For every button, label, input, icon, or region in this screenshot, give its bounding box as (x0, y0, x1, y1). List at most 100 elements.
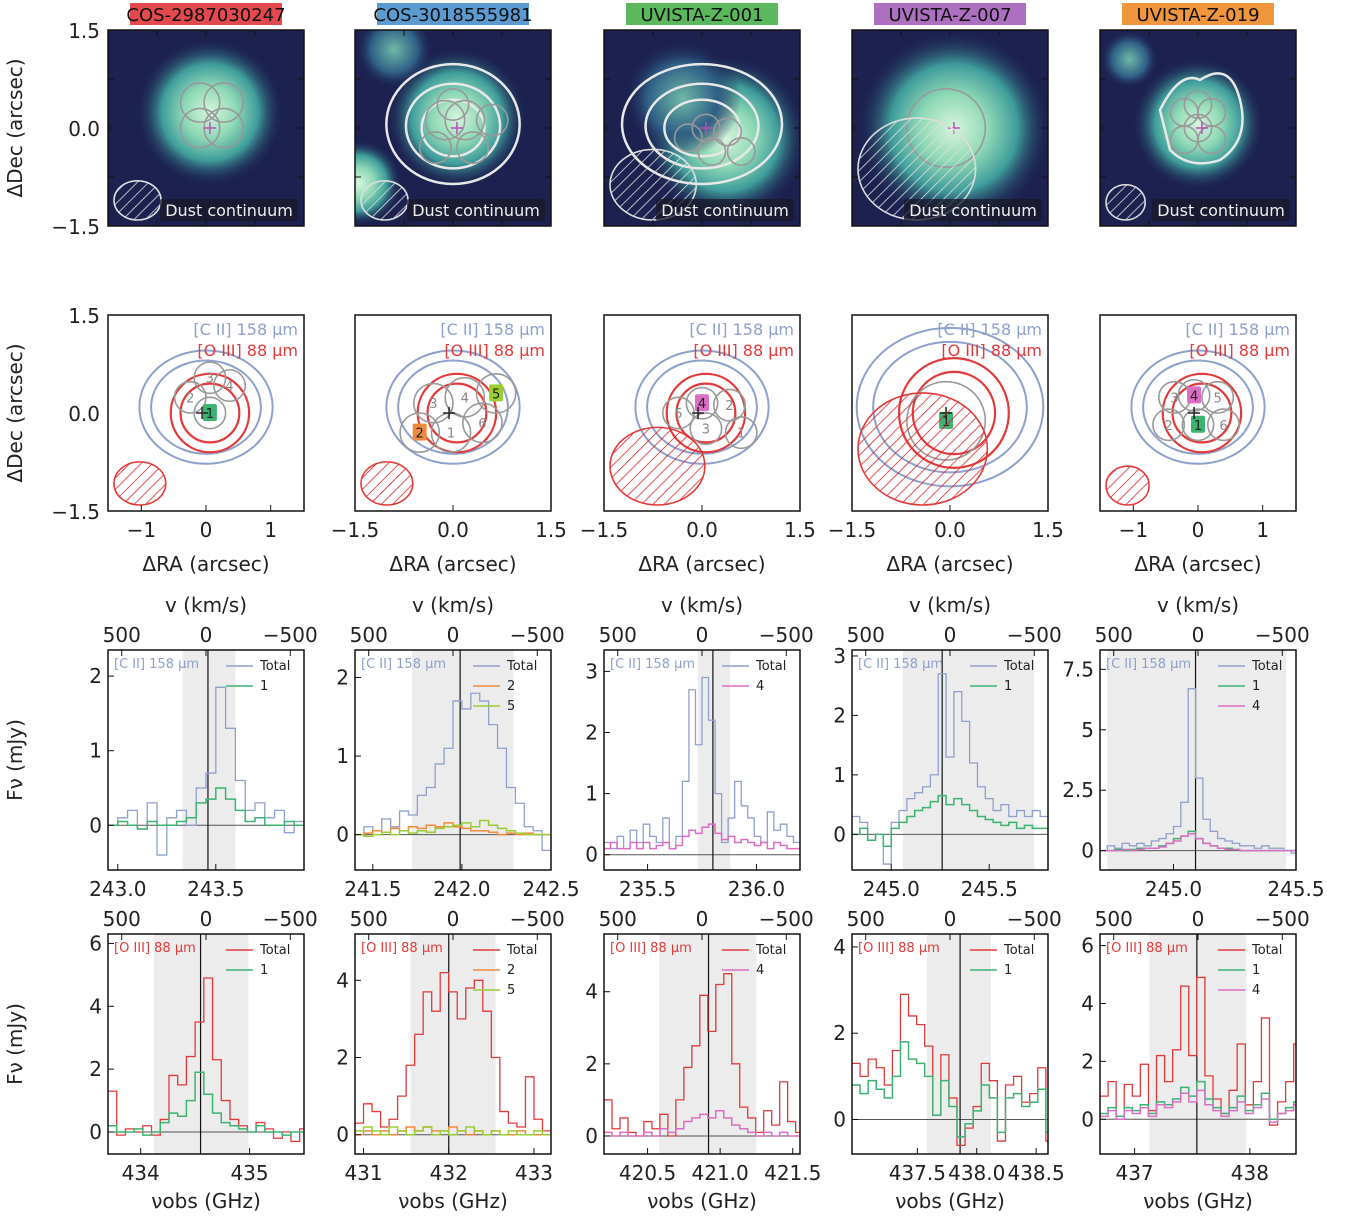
label-background (160, 199, 298, 221)
y-tick-label: 2 (89, 664, 102, 688)
velocity-axis-label: v (km/s) (412, 593, 494, 617)
oiii-spectrum-panel: [O III] 88 μm Total 1 437.5 438.0 438.5 0 2 4500… (833, 907, 1064, 1185)
component-aperture (213, 369, 246, 403)
line-window-shade (182, 650, 236, 870)
aperture-circle (179, 82, 221, 123)
component-label: 3 (429, 397, 437, 412)
dust-contour (1158, 72, 1244, 165)
line-window-shade (1149, 934, 1247, 1154)
legend-entry: 4 (756, 679, 764, 694)
velocity-tick-label: 500 (350, 907, 388, 931)
dust-panel: Dust continuum (603, 29, 801, 227)
label-background (407, 199, 545, 221)
y-tick-label: 2.5 (1062, 778, 1094, 802)
y-tick-label: 4 (336, 968, 349, 992)
title-background (874, 3, 1026, 25)
y-tick-label: 0 (833, 822, 846, 846)
oiii-spectrum-panel: [O III] 88 μm Total 2 5 431 432 433 0 2 4 500 0 −500 (336, 907, 564, 1185)
y-tick-label: 6 (89, 931, 102, 955)
y-axis-label-dust: ΔDec (arcsec) (3, 58, 27, 197)
beam-ellipse (113, 179, 162, 221)
component-label: 5 (674, 407, 682, 422)
aperture-circle (456, 131, 490, 165)
dust-label-box: Dust continuum (904, 199, 1042, 221)
dust-panel: Dust continuum (354, 29, 552, 227)
column-title: UVISTA-Z-007 (888, 5, 1011, 26)
cii-line-label: [C II] 158 μm (1185, 320, 1290, 339)
spectrum-plot (1100, 934, 1296, 1154)
component-label: 2 (725, 399, 733, 414)
y-tick-label: −1.5 (51, 215, 100, 239)
dust-continuum-row: Dust continuum Dust continuum Dust continu… (51, 19, 1297, 239)
x-tick-label: 435 (230, 1161, 268, 1185)
component-label: 1 (737, 427, 745, 442)
x-tick-label: 245.5 (1267, 877, 1324, 901)
x-tick-label: 0 (1192, 518, 1205, 542)
beam-ellipse (360, 461, 414, 506)
cii-contour (397, 359, 509, 455)
beam-ellipse (1105, 183, 1147, 221)
spectrum-plot (355, 934, 551, 1154)
velocity-tick-label: 500 (847, 623, 885, 647)
dust-label-box: Dust continuum (656, 199, 794, 221)
velocity-tick-label: −500 (1255, 907, 1310, 931)
y-tick-label: 0.0 (68, 402, 100, 426)
component-highlight (1191, 415, 1205, 433)
x-tick-label: 0.0 (686, 518, 718, 542)
x-tick-label: 245.0 (863, 877, 920, 901)
x-axis-label: ΔRA (arcsec) (1134, 552, 1261, 576)
cii-contour (385, 349, 521, 465)
component-label: 1 (206, 407, 214, 422)
x-axis-label: ΔRA (arcsec) (886, 552, 1013, 576)
cii-contour (1130, 349, 1266, 465)
x-tick-label: 1 (264, 518, 277, 542)
dust-image (113, 37, 285, 221)
marker-cross (699, 122, 712, 134)
spectrum-line-label: [O III] 88 μm (114, 941, 196, 956)
component-label: 5 (1213, 391, 1221, 406)
legend-entry: 4 (756, 963, 764, 978)
cii-spectrum-panel: [C II] 158 μm Total 1 4 245.0 245.5 0 2.5 5 7.550… (1062, 623, 1324, 901)
marker-cross (1188, 407, 1201, 419)
x-tick-label: 236.0 (728, 877, 785, 901)
x-tick-label: 242.0 (433, 877, 490, 901)
dust-label-box: Dust continuum (1152, 199, 1290, 221)
aperture-circle (444, 99, 486, 141)
aperture-circle (475, 103, 509, 137)
x-tick-label: −1.5 (828, 518, 877, 542)
component-highlight (695, 394, 709, 412)
legend-entry: Total (1251, 943, 1282, 958)
y-tick-label: 1 (89, 739, 102, 763)
x-tick-label: 1.5 (784, 518, 816, 542)
velocity-tick-label: 500 (1095, 907, 1133, 931)
spectrum-series-component-4 (604, 823, 800, 850)
column-title: COS-3018555981 (373, 5, 532, 26)
y-tick-label: −1.5 (51, 500, 100, 524)
component-highlight (412, 423, 427, 441)
velocity-tick-label: 0 (447, 907, 460, 931)
dust-image (609, 39, 800, 221)
aperture-circle (712, 117, 743, 147)
dust-contour (644, 82, 760, 170)
dust-contour (620, 62, 784, 186)
marker-cross (196, 407, 209, 419)
legend-entry: 1 (1252, 679, 1260, 694)
y-tick-label: 3 (833, 644, 846, 668)
frequency-axis-label: νobs (GHz) (151, 1189, 261, 1213)
x-tick-label: 0.0 (934, 518, 966, 542)
spectrum-plot (604, 650, 800, 870)
legend-entry: Total (506, 943, 537, 958)
marker-cross (450, 122, 463, 134)
cii-contour (150, 359, 262, 455)
label-background (656, 199, 794, 221)
spectrum-series-total (852, 993, 1048, 1147)
spectrum-series-component-5 (355, 1126, 551, 1136)
x-tick-label: 1 (1256, 518, 1269, 542)
marker-cross (692, 407, 705, 419)
y-axis-label-contour: ΔDec (arcsec) (3, 343, 27, 482)
spectrum-series-component-1 (852, 794, 1048, 847)
x-axis-label: ΔRA (arcsec) (389, 552, 516, 576)
x-tick-label: 0 (200, 518, 213, 542)
